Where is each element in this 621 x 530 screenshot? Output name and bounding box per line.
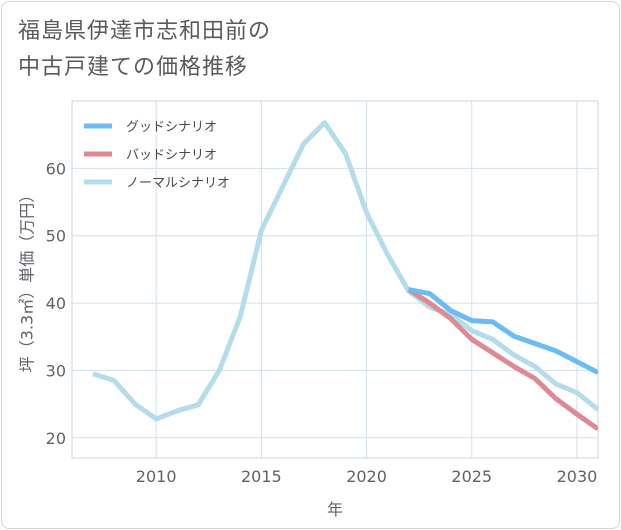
x-tick-label: 2025 xyxy=(451,467,492,486)
legend-label-1: グッドシナリオ xyxy=(126,120,217,135)
plot-frame xyxy=(71,100,599,459)
y-tick-label: 40 xyxy=(46,294,66,313)
series-line-3 xyxy=(92,120,598,422)
x-tick-label: 2030 xyxy=(557,467,598,486)
title-line-2: 中古戸建ての価格推移 xyxy=(18,55,249,80)
y-tick-label: 30 xyxy=(46,361,66,380)
y-tick-label: 60 xyxy=(46,159,66,178)
legend-label-2: バッドシナリオ xyxy=(126,148,217,163)
chart-title: 福島県伊達市志和田前の 中古戸建ての価格推移 xyxy=(18,14,271,86)
x-tick-label: 2010 xyxy=(136,467,177,486)
y-tick-label: 20 xyxy=(46,429,66,448)
x-tick-label: 2020 xyxy=(346,467,387,486)
series-lines xyxy=(92,120,598,432)
series-line-2 xyxy=(407,287,598,432)
x-tick-label: 2015 xyxy=(241,467,282,486)
title-line-1: 福島県伊達市志和田前の xyxy=(18,19,272,44)
series-line-1 xyxy=(408,287,598,375)
grid xyxy=(71,100,599,459)
y-axis-title: 坪（3.3㎡）単価（万円） xyxy=(18,187,37,372)
x-axis-title: 年 xyxy=(327,500,343,519)
legend-label-3: ノーマルシナリオ xyxy=(126,176,230,191)
y-tick-label: 50 xyxy=(46,227,66,246)
axes: 2010 2015 2020 2025 20302030405060年坪（3.3㎡）単価… xyxy=(18,159,598,519)
